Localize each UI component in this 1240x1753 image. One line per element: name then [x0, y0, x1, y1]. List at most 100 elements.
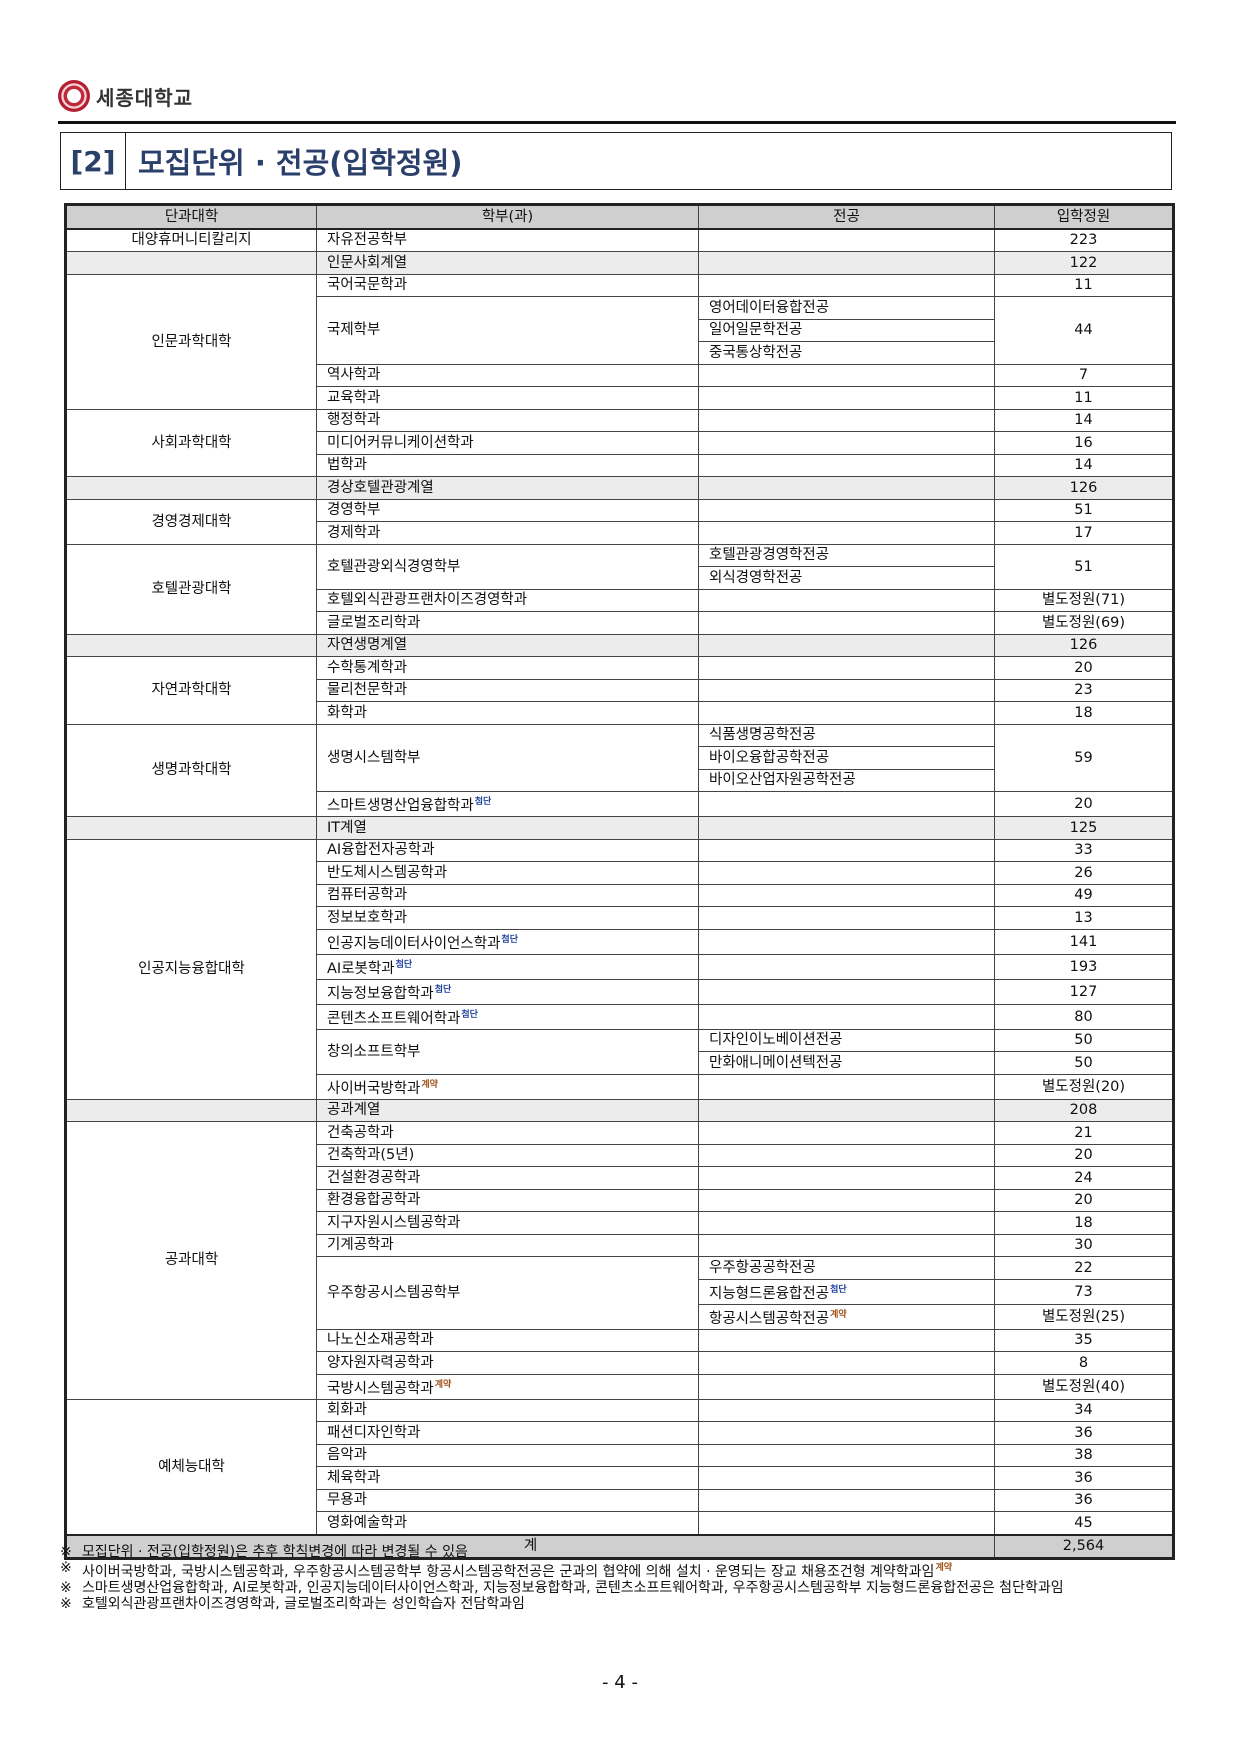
footnote: ※ 모집단위 · 전공(입학정원)은 추후 학칙변경에 따라 변경될 수 있음 [60, 1544, 1175, 1560]
department-cell: 글로벌조리학과 [316, 611, 699, 635]
quota-cell: 126 [994, 633, 1174, 657]
table-row: 공과계열 208 [65, 1098, 1174, 1122]
quota-cell: 36 [994, 1466, 1174, 1490]
major-cell: 지능형드론융합전공첨단 [698, 1278, 995, 1305]
table-row: 콘텐츠소프트웨어학과첨단 80 [66, 1003, 1174, 1030]
college-cell: 공과대학 [65, 1121, 317, 1400]
department-cell: AI로봇학과첨단 [316, 953, 699, 980]
column-header: 입학정원 [994, 204, 1174, 230]
quota-cell: 7 [994, 363, 1174, 387]
department-cell: 나노신소재공학과 [316, 1328, 699, 1352]
department-cell: 음악과 [316, 1443, 699, 1467]
table-row: 건설환경공학과 24 [66, 1166, 1174, 1190]
major-cell [698, 1073, 995, 1100]
column-header: 학부(과) [316, 204, 699, 230]
major-cell [698, 633, 995, 657]
quota-cell: 223 [994, 228, 1174, 252]
quota-cell: 14 [994, 408, 1174, 432]
department-cell: 국방시스템공학과계약 [316, 1373, 699, 1400]
college-cell [65, 633, 317, 657]
footnotes: ※ 모집단위 · 전공(입학정원)은 추후 학칙변경에 따라 변경될 수 있음 ※ 사… [60, 1544, 1175, 1612]
department-cell: 경상호텔관광계열 [316, 476, 699, 500]
department-cell: AI융합전자공학과 [316, 838, 699, 862]
major-cell [698, 978, 995, 1005]
note-mark: ※ [60, 1596, 72, 1612]
quota-cell: 51 [994, 543, 1174, 590]
major-cell [698, 363, 995, 387]
quota-cell: 208 [994, 1098, 1174, 1122]
table-row: 역사학과 7 [66, 363, 1174, 387]
quota-cell: 44 [994, 296, 1174, 365]
table-row: 체육학과 36 [66, 1466, 1174, 1490]
quota-cell: 11 [994, 386, 1174, 410]
quota-cell: 별도정원(71) [994, 588, 1174, 612]
note-text: 스마트생명산업융합학과, AI로봇학과, 인공지능데이터사이언스학과, 지능정보… [82, 1580, 1064, 1596]
department-cell: 창의소프트학부 [316, 1028, 699, 1075]
note-mark: ※ [60, 1544, 72, 1560]
department-cell: 기계공학과 [316, 1233, 699, 1257]
department-cell: 콘텐츠소프트웨어학과첨단 [316, 1003, 699, 1030]
table-row: 패션디자인학과 36 [66, 1421, 1174, 1445]
department-cell: 스마트생명산업융합학과첨단 [316, 791, 699, 817]
note-mark: ※ [60, 1580, 72, 1596]
quota-cell: 49 [994, 883, 1174, 907]
major-cell [698, 431, 995, 455]
university-name: 세종대학교 [96, 85, 193, 110]
major-cell [698, 476, 995, 500]
department-cell: 자유전공학부 [316, 228, 699, 252]
table-row: 사회과학대학 행정학과 14 [65, 408, 1174, 477]
contract-tag: 계약 [830, 1309, 847, 1320]
department-cell: 인공지능데이터사이언스학과첨단 [316, 928, 699, 955]
quota-cell: 33 [994, 838, 1174, 862]
quota-cell: 36 [994, 1488, 1174, 1512]
table-row: 경영경제대학 경영학부 51 [65, 498, 1174, 545]
table-row: 항공시스템공학전공계약 별도정원(25) [66, 1303, 1174, 1330]
total-row: 계 2,564 [65, 1533, 1174, 1559]
quota-cell: 80 [994, 1003, 1174, 1030]
major-cell [698, 386, 995, 410]
quota-cell: 18 [994, 701, 1174, 725]
table-row: 외식경영학전공 [66, 566, 1174, 590]
table-row: 국방시스템공학과계약 별도정원(40) [66, 1373, 1174, 1400]
major-cell [698, 928, 995, 955]
major-cell [698, 656, 995, 680]
department-cell: 우주항공시스템공학부 [316, 1256, 699, 1330]
section-number: [2] [61, 133, 126, 189]
department-cell: 체육학과 [316, 1466, 699, 1490]
table-row: 자연생명계열 126 [65, 633, 1174, 657]
department-cell: 경제학과 [316, 521, 699, 545]
college-cell: 사회과학대학 [65, 408, 317, 477]
table-row: 스마트생명산업융합학과첨단 20 [66, 791, 1174, 817]
table-row: AI로봇학과첨단 193 [66, 953, 1174, 980]
note-mark: ※ [60, 1560, 72, 1576]
footnote: ※ 사이버국방학과, 국방시스템공학과, 우주항공시스템공학부 항공시스템공학전공… [60, 1560, 1175, 1580]
table-row: 사이버국방학과계약 별도정원(20) [66, 1073, 1174, 1100]
college-cell: 호텔관광대학 [65, 543, 317, 635]
table-row: 물리천문학과 23 [66, 678, 1174, 702]
column-header: 단과대학 [65, 204, 317, 230]
department-cell: 회화과 [316, 1398, 699, 1422]
table-header-row: 단과대학 학부(과) 전공 입학정원 [65, 204, 1174, 230]
total-quota: 2,564 [994, 1533, 1174, 1559]
quota-cell: 13 [994, 906, 1174, 930]
table-row: 예체능대학 회화과 34 [65, 1398, 1174, 1535]
table-row: 인문사회계열 122 [65, 251, 1174, 275]
department-cell: 미디어커뮤니케이션학과 [316, 431, 699, 455]
quota-cell: 8 [994, 1351, 1174, 1375]
table-row: 중국통상학전공 [66, 341, 1174, 365]
major-cell: 중국통상학전공 [698, 341, 995, 365]
header-divider [58, 121, 1176, 124]
quota-cell: 20 [994, 656, 1174, 680]
table-row: 화학과 18 [66, 701, 1174, 725]
quota-cell: 36 [994, 1421, 1174, 1445]
department-cell: 호텔관광외식경영학부 [316, 543, 699, 590]
college-cell [65, 816, 317, 840]
college-cell [65, 476, 317, 500]
quota-cell: 16 [994, 431, 1174, 455]
department-cell: 정보보호학과 [316, 906, 699, 930]
department-cell: 건축공학과 [316, 1121, 699, 1145]
quota-cell: 17 [994, 521, 1174, 545]
major-cell: 디자인이노베이션전공 [698, 1028, 995, 1052]
major-cell [698, 816, 995, 840]
quota-cell: 51 [994, 498, 1174, 522]
